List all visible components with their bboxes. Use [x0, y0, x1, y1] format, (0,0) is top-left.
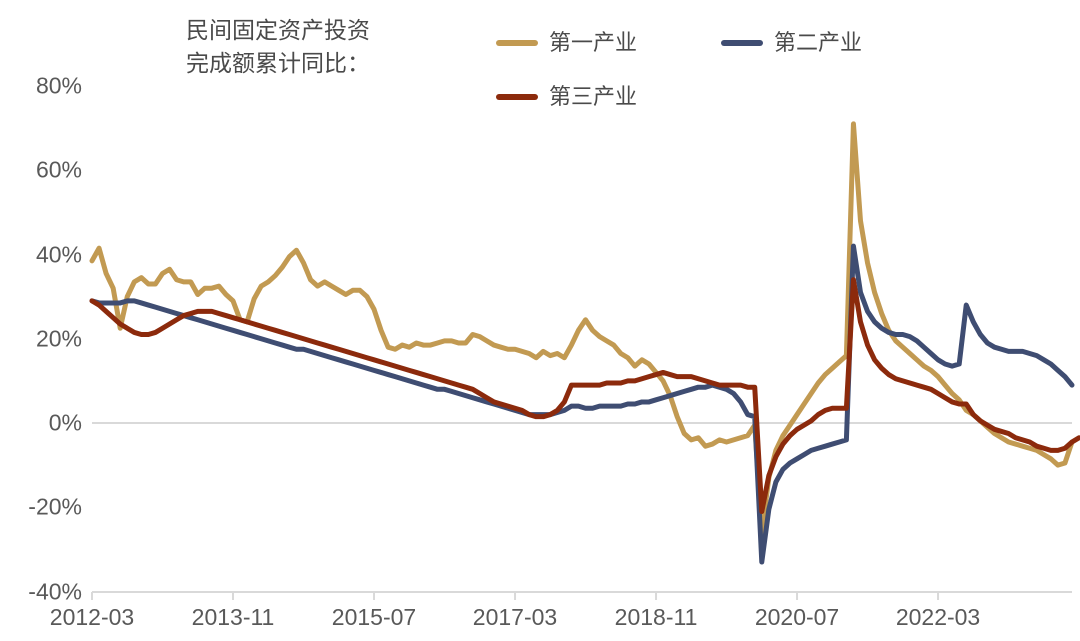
y-axis: -40% -20% 0% 20% 40% 60% 80% [0, 0, 82, 641]
legend-swatch-tertiary-industry [496, 94, 538, 100]
y-axis-tick-label: 60% [35, 156, 82, 183]
legend-label-primary-industry: 第一产业 [549, 30, 638, 55]
legend-label-secondary-industry: 第二产业 [774, 30, 863, 55]
y-axis-tick-label: -20% [28, 493, 82, 520]
legend-swatch-primary-industry [496, 40, 538, 46]
x-axis-tick-label: 2015-07 [331, 604, 417, 630]
x-axis-tick-label: 2012-03 [49, 604, 135, 630]
legend-item-secondary-industry[interactable]: 第二产业 [721, 30, 862, 56]
chart-legend: 民间固定资产投资 完成额累计同比： 第一产业 第二产业 第三产业 [186, 14, 886, 109]
legend-swatch-secondary-industry [721, 40, 763, 46]
y-axis-tick-label: 80% [35, 72, 82, 99]
chart-title: 民间固定资产投资 完成额累计同比： [186, 17, 370, 76]
series-line-1 [89, 121, 1075, 536]
x-axis-tick-label: 2020-07 [754, 604, 840, 630]
legend-label-tertiary-industry: 第三产业 [549, 84, 638, 109]
x-axis-tick-label: 2018-11 [614, 604, 698, 630]
y-axis-tick-label: 20% [35, 325, 82, 352]
x-axis-tick-label: 2017-03 [472, 604, 558, 630]
y-axis-tick-label: 0% [48, 409, 82, 436]
x-axis-tick-label: 2022-03 [895, 604, 981, 630]
y-axis-tick-label: 40% [35, 241, 82, 267]
legend-item-primary-industry[interactable]: 第一产业 [496, 30, 637, 56]
series-line-2 [89, 243, 1075, 565]
y-axis-tick-label: -40% [28, 578, 82, 604]
series-line-3 [89, 277, 1080, 514]
legend-item-tertiary-industry[interactable]: 第三产业 [496, 84, 637, 110]
x-axis-tick-label: 2013-11 [191, 604, 275, 630]
